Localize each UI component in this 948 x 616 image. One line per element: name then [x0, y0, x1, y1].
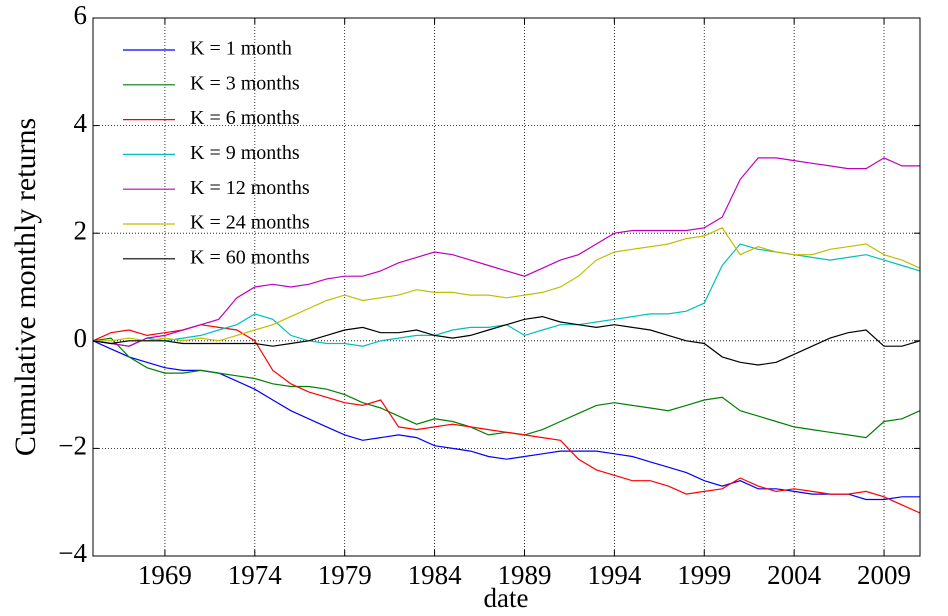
plot-frame — [92, 17, 921, 557]
legend-label: K = 3 months — [190, 72, 300, 94]
series-line — [93, 227, 921, 342]
legend-label: K = 12 months — [190, 177, 310, 199]
x-tick-label: 1989 — [497, 560, 551, 590]
y-axis-label: Cumulative monthly returns — [9, 118, 42, 456]
x-tick-label: 2009 — [857, 560, 911, 590]
series-line — [92, 157, 920, 347]
series-line — [92, 315, 921, 366]
legend-label: K = 6 months — [190, 107, 300, 129]
x-tick-label: 1994 — [587, 560, 642, 590]
x-tick-label: 1979 — [318, 560, 372, 590]
legend-label: K = 1 month — [190, 38, 292, 60]
y-tick-label: 6 — [74, 0, 88, 30]
x-tick-label: 1984 — [408, 560, 463, 590]
x-tick-label: 1999 — [677, 560, 731, 590]
x-tick-label: 1974 — [228, 560, 283, 590]
x-axis-label: date — [484, 583, 529, 613]
y-tick-label: 4 — [74, 108, 88, 138]
y-tick-label: 0 — [74, 323, 88, 353]
legend-label: K = 24 months — [190, 212, 310, 234]
x-tick-label: 2004 — [767, 560, 822, 590]
y-tick-label: 2 — [74, 215, 88, 245]
series-line — [92, 340, 920, 501]
x-tick-label: 1969 — [138, 560, 192, 590]
y-tick-label: −2 — [58, 431, 87, 461]
y-tick-label: −4 — [58, 538, 87, 568]
legend-label: K = 60 months — [190, 246, 310, 268]
series-line — [92, 324, 921, 514]
legend-label: K = 9 months — [190, 142, 300, 164]
